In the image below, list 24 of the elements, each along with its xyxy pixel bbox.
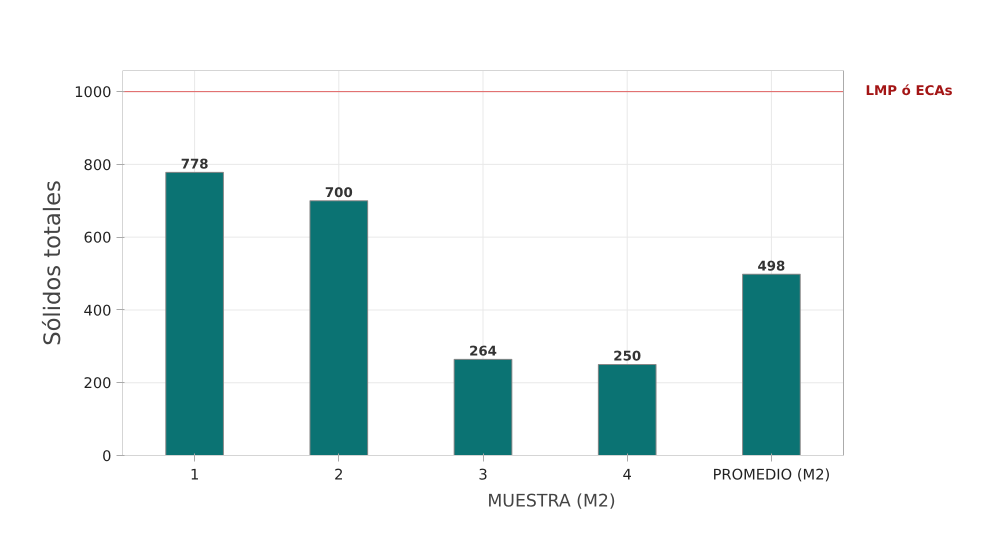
data-label: 498 [757,259,786,274]
bar [742,274,801,456]
x-tick-label: 2 [334,466,344,484]
x-tick-label: 3 [478,466,488,484]
y-tick-label: 600 [84,230,112,247]
x-axis-title: MUESTRA (M2) [487,492,616,512]
bar [454,358,512,456]
y-tick-label: 0 [102,448,112,465]
y-tick-label: 200 [84,375,112,392]
data-label: 264 [469,344,497,360]
data-label: 778 [180,157,209,172]
x-tick-label: 1 [190,466,200,484]
data-label: 250 [613,350,642,365]
x-tick-label: PROMEDIO (M2) [712,466,830,484]
ref-line-label: LMP ó ECAs [866,84,953,100]
bar [165,172,224,456]
y-tick-label: 400 [84,302,112,320]
bar [598,364,657,456]
y-tick-label: 800 [84,156,112,174]
data-label: 700 [324,186,353,201]
y-tick-label: 1000 [74,84,112,102]
bar [309,200,368,456]
y-axis-title: Sólidos totales [40,180,66,346]
x-tick-label: 4 [622,466,632,484]
